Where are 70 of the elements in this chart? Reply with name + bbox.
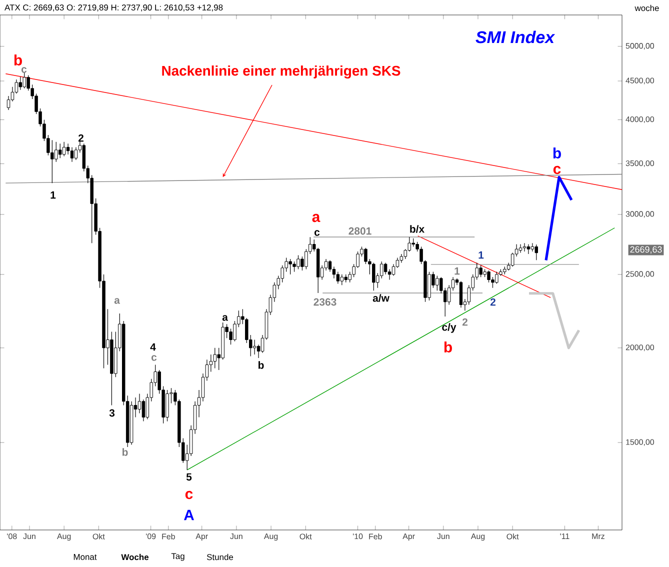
annotation: 5 (186, 473, 192, 481)
annotation: A (184, 510, 194, 520)
candlestick (62, 142, 66, 157)
candlestick (340, 274, 344, 286)
candlestick (328, 260, 332, 272)
annotation: 2801 (348, 227, 372, 235)
annotation: 1 (454, 267, 460, 275)
candlestick (166, 390, 169, 422)
candlestick (138, 393, 142, 414)
candlestick (526, 244, 530, 254)
annotation: c/y (442, 323, 456, 333)
candlestick (495, 272, 498, 284)
annotation: c (152, 355, 157, 361)
candlestick (50, 140, 54, 184)
candlestick (70, 146, 74, 162)
annotation: 1 (478, 251, 484, 259)
candlestick (372, 262, 376, 291)
annotation: b (122, 448, 128, 456)
candlestick (74, 146, 78, 160)
candlestick (288, 258, 292, 275)
annotation: b/x (410, 225, 424, 233)
text: woche (634, 4, 659, 12)
annotation: b (258, 361, 264, 369)
text: Monat (74, 554, 97, 560)
annotation: 4 (150, 343, 156, 351)
candlestick (18, 76, 22, 90)
text: 2669,63 (630, 246, 662, 254)
candlestick (280, 265, 284, 283)
candlestick (296, 254, 300, 270)
candlestick (6, 96, 10, 110)
chart-subtitle: ATX C: 2669,63 O: 2719,89 H: 2737,90 L: 2610,53 +12,98 (4, 4, 223, 12)
annotation: c (314, 230, 320, 236)
candlestick (487, 270, 490, 283)
candlestick (58, 143, 62, 158)
annotation: b (14, 54, 22, 66)
annotation: 1 (50, 191, 56, 199)
annotation: 2 (490, 298, 496, 306)
annotation: 2 (78, 134, 84, 142)
candlestick (436, 275, 439, 291)
annotation: b (553, 148, 561, 158)
candlestick (142, 399, 146, 422)
annotation: c (185, 490, 193, 500)
candlestick (364, 248, 368, 264)
candlestick (459, 280, 463, 308)
candlestick (22, 72, 26, 89)
candlestick (392, 264, 396, 276)
annotation: c (21, 67, 27, 73)
annotation: Nackenlinie einer mehrjährigen SKS (162, 65, 400, 79)
annotation: a (312, 214, 320, 222)
candlestick (479, 265, 482, 278)
annotation: 2 (462, 318, 468, 326)
text: Stunde (206, 554, 234, 560)
annotation: a (222, 315, 228, 321)
candlestick (534, 244, 538, 260)
candlestick (252, 339, 256, 355)
text: Tag (171, 553, 184, 561)
candlestick (54, 142, 58, 162)
text: Woche (121, 554, 149, 560)
annotation: a (114, 298, 120, 304)
annotation: 2363 (314, 298, 336, 306)
candlestick (213, 348, 217, 369)
annotation: a/w (372, 294, 390, 302)
candlestick (292, 261, 296, 272)
annotation: 3 (109, 409, 115, 417)
annotation: c (553, 166, 561, 174)
candlestick (380, 261, 384, 279)
text: SMI Index (476, 30, 556, 44)
candlestick (66, 143, 70, 155)
candlestick (518, 244, 522, 254)
annotation: b (444, 342, 452, 352)
